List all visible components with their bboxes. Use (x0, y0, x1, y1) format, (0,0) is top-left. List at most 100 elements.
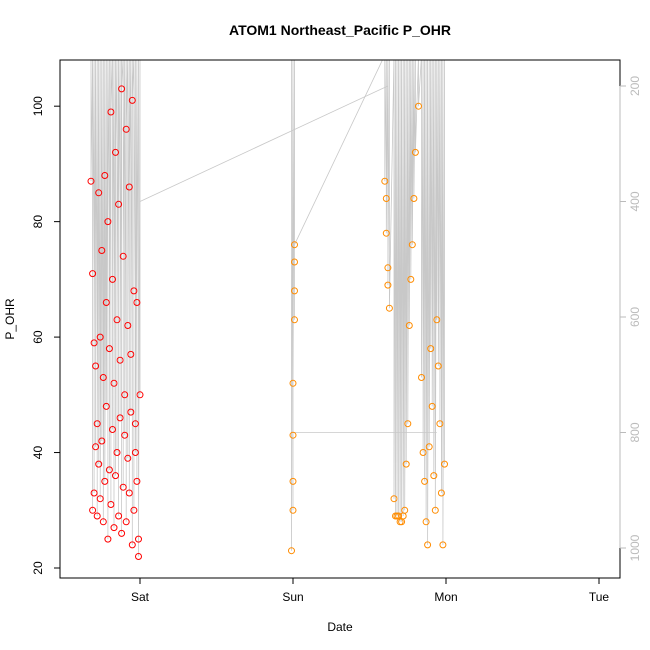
data-point (93, 512, 101, 520)
data-point (95, 460, 103, 468)
data-point (115, 200, 123, 208)
data-point (115, 512, 123, 520)
data-point (116, 414, 124, 422)
data-point (288, 547, 295, 555)
data-point (109, 426, 116, 433)
data-point (118, 529, 126, 537)
data-point (425, 443, 433, 451)
x-tick-label: Tue (589, 590, 610, 604)
data-point (289, 379, 297, 387)
data-point (102, 299, 110, 306)
data-point (433, 316, 441, 324)
data-point (381, 177, 389, 185)
data-point (93, 420, 101, 428)
data-point (291, 316, 298, 324)
data-point (96, 333, 104, 341)
data-point (105, 345, 113, 353)
data-point (131, 449, 139, 456)
right-tick-label: 200 (628, 76, 642, 96)
data-point (87, 177, 95, 185)
y-tick-label: 60 (31, 330, 45, 344)
data-point (434, 362, 442, 370)
data-point (92, 443, 100, 451)
data-point (384, 264, 392, 272)
data-point (107, 501, 115, 508)
data-point (119, 483, 127, 491)
data-point (428, 402, 436, 410)
data-point (112, 148, 119, 156)
data-point (104, 218, 112, 226)
data-point (424, 541, 432, 549)
right-tick-label: 1000 (628, 534, 642, 561)
data-point (136, 391, 144, 399)
data-point (408, 241, 416, 249)
data-point (430, 472, 438, 480)
data-point (405, 322, 413, 329)
data-point (135, 553, 142, 560)
data-point (289, 431, 297, 439)
data-point (119, 252, 127, 260)
data-point (415, 102, 422, 110)
data-point (98, 437, 106, 445)
data-point (124, 454, 132, 462)
data-point (122, 518, 130, 526)
data-point (382, 229, 390, 237)
profile-lines (90, 60, 445, 557)
data-point (418, 374, 425, 381)
data-point (118, 85, 126, 93)
data-point (105, 466, 113, 474)
series-1-line (291, 60, 445, 551)
data-point (289, 477, 297, 485)
x-axis: Sat Sun Mon Tue (131, 578, 609, 604)
data-point (96, 495, 104, 503)
right-tick-label: 800 (628, 422, 642, 442)
data-point (116, 356, 124, 364)
data-point (99, 518, 107, 526)
data-point (421, 477, 429, 485)
data-point (427, 345, 435, 353)
data-point (128, 96, 136, 104)
data-point (101, 172, 109, 179)
data-points (87, 85, 448, 560)
data-point (89, 270, 97, 278)
right-tick-label: 600 (628, 307, 642, 327)
data-point (133, 299, 141, 306)
data-point (122, 125, 130, 133)
data-point (124, 322, 132, 329)
chart-title: ATOM1 Northeast_Pacific P_OHR (229, 22, 451, 38)
data-point (121, 431, 129, 439)
data-point (291, 287, 298, 295)
data-point (127, 408, 135, 416)
data-point (385, 304, 393, 312)
data-point (113, 449, 121, 456)
data-point (110, 379, 118, 387)
data-point (407, 275, 415, 283)
data-point (121, 391, 129, 399)
data-point (130, 287, 138, 295)
right-tick-label: 400 (628, 191, 642, 211)
data-point (130, 506, 138, 514)
data-point (89, 506, 97, 514)
data-point (109, 275, 116, 283)
data-point (419, 449, 427, 456)
data-point (133, 477, 141, 485)
data-point (401, 506, 409, 514)
x-axis-label: Date (327, 620, 353, 634)
y-tick-label: 40 (31, 446, 45, 460)
data-point (90, 489, 98, 497)
data-point (113, 316, 121, 324)
y-tick-label: 20 (31, 561, 45, 575)
data-point (436, 420, 444, 428)
data-point (441, 460, 448, 468)
data-point (101, 477, 109, 485)
data-point (289, 506, 297, 514)
data-point (127, 350, 135, 358)
data-point (95, 189, 103, 197)
data-point (110, 524, 118, 532)
data-point (291, 258, 298, 266)
right-axis: 200 400 600 800 1000 (619, 76, 642, 561)
x-tick-label: Sun (282, 590, 303, 604)
y-axis-label: P_OHR (3, 298, 17, 340)
transect-line-upper (139, 85, 389, 202)
x-tick-label: Mon (434, 590, 457, 604)
